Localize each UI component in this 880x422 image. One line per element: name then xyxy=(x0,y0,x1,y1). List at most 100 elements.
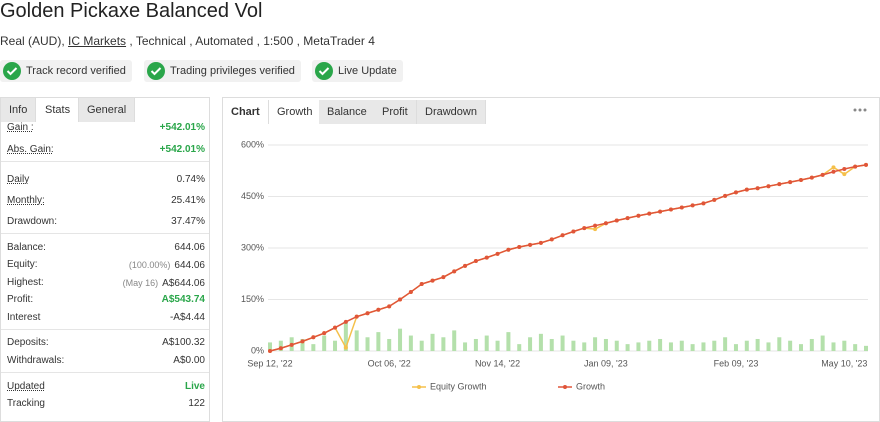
stat-value: 0.74% xyxy=(177,172,205,188)
point xyxy=(549,237,554,242)
stat-note: (100.00%) xyxy=(128,260,171,270)
point xyxy=(517,244,522,249)
stat-value: A$0.00 xyxy=(173,353,205,369)
bar xyxy=(820,335,825,351)
stat-number: 644.06 xyxy=(174,260,205,271)
check-icon xyxy=(315,62,333,80)
bar xyxy=(333,340,338,351)
stat-value: 644.06 xyxy=(174,240,205,256)
point xyxy=(647,211,652,216)
point xyxy=(777,182,782,187)
stat-value: 122 xyxy=(188,396,205,412)
chart-tab[interactable]: Growth xyxy=(269,100,322,124)
menu-dot[interactable] xyxy=(863,108,867,112)
badge: Live Update xyxy=(312,60,403,82)
bar xyxy=(473,338,478,351)
point xyxy=(452,269,457,274)
point xyxy=(365,311,370,316)
stat-label: Profit: xyxy=(7,294,34,305)
point xyxy=(473,259,478,264)
menu-dot[interactable] xyxy=(858,108,862,112)
x-tick-label: May 10, '23 xyxy=(821,358,867,368)
bar xyxy=(788,340,793,351)
legend-label: Growth xyxy=(576,381,605,391)
stat-label: Monthly: xyxy=(7,195,45,206)
point xyxy=(278,346,283,351)
bar xyxy=(636,342,641,351)
point xyxy=(441,275,446,280)
chart-tab[interactable]: Profit xyxy=(374,100,417,124)
bar xyxy=(690,344,695,351)
divider xyxy=(1,329,209,330)
stat-number: 644.06 xyxy=(174,242,205,253)
bar xyxy=(387,338,392,351)
point xyxy=(495,251,500,256)
point xyxy=(333,325,338,330)
badge: Track record verified xyxy=(0,60,132,82)
stats-tab[interactable]: Stats xyxy=(37,98,80,122)
point xyxy=(484,255,489,260)
point xyxy=(311,335,316,340)
stat-row: Tracking 122 xyxy=(7,396,205,412)
bar xyxy=(647,340,652,351)
point xyxy=(268,349,272,353)
y-tick-label: 0% xyxy=(251,345,264,355)
point xyxy=(289,342,294,347)
bar xyxy=(744,340,749,351)
stat-label: Deposits: xyxy=(7,337,49,348)
bar xyxy=(560,335,565,351)
bar xyxy=(777,337,782,351)
point xyxy=(582,226,587,231)
point xyxy=(387,304,392,309)
bar xyxy=(300,338,305,351)
series-line xyxy=(269,164,867,352)
point xyxy=(571,229,576,234)
bar xyxy=(668,342,673,351)
stat-row: Profit: A$543.74 xyxy=(7,292,205,308)
stat-label: Withdrawals: xyxy=(7,355,65,366)
stat-value: 37.47% xyxy=(171,214,205,230)
bar xyxy=(603,338,608,351)
broker-link[interactable]: IC Markets xyxy=(68,34,127,48)
stat-row: Monthly: 25.41% xyxy=(7,193,205,209)
x-tick-label: Jan 09, '23 xyxy=(584,358,628,368)
point xyxy=(343,345,348,350)
bar xyxy=(701,342,706,351)
stat-row: Equity: (100.00%) 644.06 xyxy=(7,257,205,273)
chart-tab[interactable]: Balance xyxy=(319,100,376,124)
stat-number: -A$4.44 xyxy=(169,312,205,323)
bar xyxy=(549,338,554,351)
point xyxy=(636,213,641,218)
stat-label: Updated xyxy=(7,381,45,392)
point xyxy=(842,167,847,172)
point xyxy=(733,190,738,195)
chart-tab[interactable]: Drawdown xyxy=(417,100,486,124)
bar xyxy=(842,340,847,351)
menu-dot[interactable] xyxy=(853,108,857,112)
point xyxy=(538,240,543,245)
stat-value: +542.01% xyxy=(160,120,205,136)
subtitle: Real (AUD), IC Markets , Technical , Aut… xyxy=(0,34,375,48)
point xyxy=(723,193,728,198)
stat-row: Drawdown: 37.47% xyxy=(7,214,205,230)
bar xyxy=(614,340,619,351)
stat-row: Highest: (May 16) A$644.06 xyxy=(7,275,205,291)
stat-label: Tracking xyxy=(7,398,45,409)
bar xyxy=(452,330,457,351)
stat-number: 122 xyxy=(188,398,205,409)
bar xyxy=(278,340,283,351)
stat-note: (May 16) xyxy=(122,278,159,288)
point xyxy=(430,278,435,283)
stat-number: Live xyxy=(184,381,205,392)
series-line xyxy=(269,164,867,352)
point xyxy=(755,186,760,191)
bar xyxy=(343,321,348,351)
stat-label: Equity: xyxy=(7,259,38,270)
divider xyxy=(1,233,209,234)
point xyxy=(343,319,348,324)
stats-tab[interactable]: General xyxy=(79,98,136,122)
stat-value: (May 16) A$644.06 xyxy=(123,275,205,292)
chart-tab[interactable]: Chart xyxy=(223,100,269,124)
stats-tab[interactable]: Info xyxy=(1,98,37,122)
